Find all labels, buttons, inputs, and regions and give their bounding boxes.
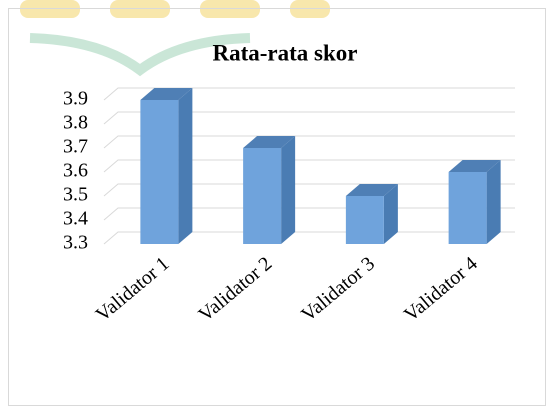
bar-side <box>486 160 501 244</box>
x-tick-label: Validator 3 <box>297 252 379 326</box>
y-tick-label: 3.7 <box>63 136 88 158</box>
y-tick-label: 3.4 <box>63 208 88 230</box>
bar-top <box>448 160 501 172</box>
bar <box>345 196 384 244</box>
chart-title: Rata-rata skor <box>213 40 358 65</box>
x-tick-label: Validator 4 <box>400 252 482 326</box>
y-tick-label: 3.3 <box>63 232 88 254</box>
bar-side <box>178 88 193 244</box>
y-tick-label: 3.8 <box>63 112 88 134</box>
y-tick-label: 3.6 <box>63 160 88 182</box>
y-tick-label: 3.5 <box>63 184 88 206</box>
y-tick-label: 3.9 <box>63 88 88 110</box>
grid-line <box>103 111 515 125</box>
grid-line <box>103 87 515 101</box>
x-tick-label: Validator 1 <box>92 252 174 326</box>
x-tick-label: Validator 2 <box>194 252 276 326</box>
watermark-arc <box>29 33 251 77</box>
bar-side <box>281 136 296 244</box>
bar <box>140 100 179 244</box>
bar <box>448 172 487 244</box>
bar-top <box>243 136 296 148</box>
bar-top <box>140 88 193 100</box>
bar-top <box>345 184 398 196</box>
bar-side <box>383 184 398 244</box>
bar <box>243 148 282 244</box>
grid-line <box>103 135 515 149</box>
grid-line <box>103 159 515 173</box>
